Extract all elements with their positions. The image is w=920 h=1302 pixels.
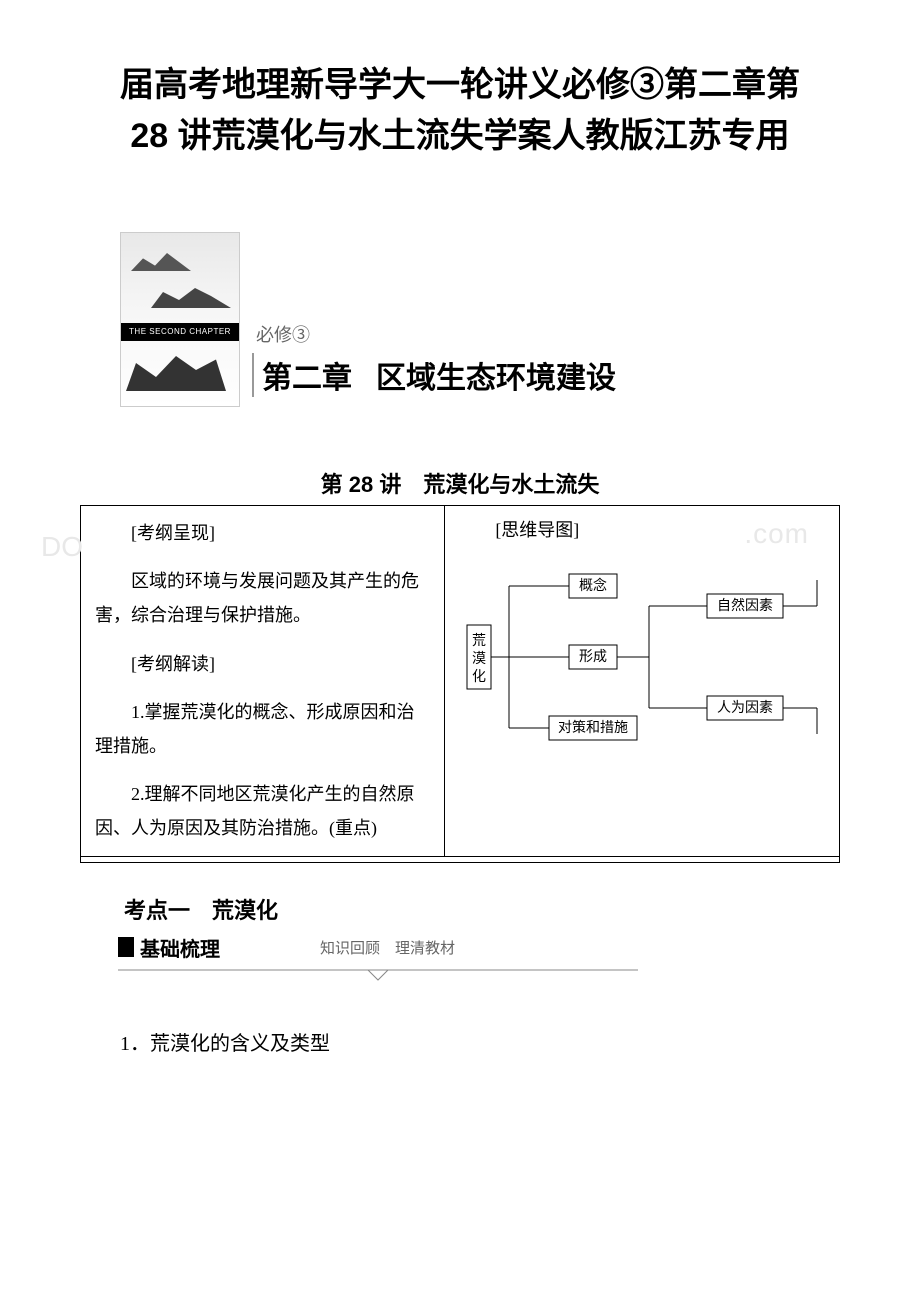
basis-row: 基础梳理 知识回顾 理清教材	[118, 933, 840, 962]
black-marker-icon	[118, 937, 134, 957]
mountain-decoration	[131, 253, 191, 271]
node-measures: 对策和措施	[558, 719, 628, 736]
title-line-2: 28 讲荒漠化与水土流失学案人教版江苏专用	[130, 117, 789, 155]
basis-label: 基础梳理	[140, 933, 220, 962]
node-concept: 概念	[579, 577, 607, 594]
section-item-1: 1．荒漠化的含义及类型	[80, 1027, 840, 1056]
syllabus-table: DO [考纲呈现] 区域的环境与发展问题及其产生的危害，综合治理与保护措施。 […	[80, 505, 840, 863]
title-line-1: 届高考地理新导学大一轮讲义必修③第二章第	[120, 66, 800, 104]
exam-interpret-item-1: 1.掌握荒漠化的概念、形成原因和治理措施。	[95, 695, 430, 763]
exam-interpret-heading: [考纲解读]	[95, 647, 430, 681]
mountain-decoration	[151, 288, 231, 308]
chapter-number: 第二章	[252, 353, 352, 397]
node-natural: 自然因素	[717, 597, 773, 614]
basis-note: 知识回顾 理清教材	[320, 937, 455, 958]
node-formation: 形成	[579, 649, 607, 665]
chapter-header: THE SECOND CHAPTER 必修③ 第二章 区域生态环境建设	[120, 232, 840, 407]
watermark-fragment: DO	[41, 520, 83, 573]
table-spacer	[81, 856, 840, 862]
chapter-name: 区域生态环境建设	[376, 353, 616, 397]
mountain-decoration	[126, 356, 226, 391]
lecture-title: 第 28 讲 荒漠化与水土流失	[80, 467, 840, 499]
document-title: 届高考地理新导学大一轮讲义必修③第二章第 28 讲荒漠化与水土流失学案人教版江苏…	[80, 60, 840, 162]
exam-interpret-item-2: 2.理解不同地区荒漠化产生的自然原因、人为原因及其防治措施。(重点)	[95, 777, 430, 845]
chapter-title-block: 必修③ 第二章 区域生态环境建设	[252, 321, 616, 407]
topic-heading: 考点一 荒漠化	[80, 893, 840, 925]
mindmap-heading: [思维导图]	[459, 516, 825, 542]
underline-decoration	[118, 968, 638, 982]
exam-outline-heading: [考纲呈现]	[95, 516, 430, 550]
syllabus-left-cell: DO [考纲呈现] 区域的环境与发展问题及其产生的危害，综合治理与保护措施。 […	[81, 506, 445, 857]
node-human: 人为因素	[717, 700, 773, 716]
chapter-cover-image: THE SECOND CHAPTER	[120, 232, 240, 407]
mindmap-diagram: 荒 漠 化 概念 形成 对策和措施 自然因素	[459, 550, 819, 760]
chapter-banner: THE SECOND CHAPTER	[121, 323, 239, 341]
exam-outline-text: 区域的环境与发展问题及其产生的危害，综合治理与保护措施。	[95, 564, 430, 632]
node-root: 化	[472, 669, 486, 685]
mindmap-cell: .com [思维导图] 荒 漠 化 概念 形成 对策和措施	[445, 506, 840, 857]
node-root: 漠	[472, 651, 486, 667]
node-root: 荒	[472, 633, 486, 649]
module-label: 必修③	[256, 321, 616, 347]
